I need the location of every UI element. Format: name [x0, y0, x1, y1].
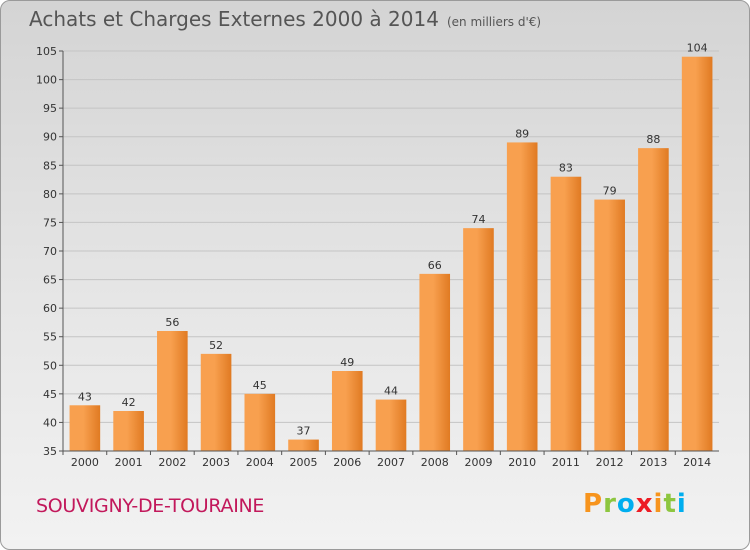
- bar: [375, 399, 407, 451]
- bar-value-label: 88: [646, 133, 660, 146]
- bar: [157, 331, 188, 451]
- x-tick-label: 2000: [71, 456, 99, 469]
- y-tick-label: 85: [43, 159, 57, 172]
- bar-value-label: 49: [340, 356, 354, 369]
- bar: [419, 273, 451, 451]
- bar: [506, 142, 538, 451]
- y-tick-label: 75: [43, 216, 57, 229]
- y-tick-label: 80: [43, 188, 57, 201]
- x-tick-label: 2004: [246, 456, 274, 469]
- y-tick-label: 70: [43, 245, 57, 258]
- bar: [638, 148, 669, 451]
- x-tick-label: 2010: [508, 456, 536, 469]
- y-tick-label: 90: [43, 131, 57, 144]
- logo-letter: P: [583, 489, 604, 519]
- logo-letter: i: [653, 489, 664, 519]
- x-tick-label: 2014: [683, 456, 711, 469]
- x-tick-label: 2013: [639, 456, 667, 469]
- bar-value-label: 83: [559, 162, 573, 175]
- bar-value-label: 52: [209, 339, 223, 352]
- y-tick-label: 65: [43, 274, 57, 287]
- proxiti-logo: Proxiti: [583, 489, 687, 519]
- logo-letter: o: [616, 489, 636, 519]
- commune-name: SOUVIGNY-DE-TOURAINE: [36, 495, 265, 517]
- y-tick-label: 100: [36, 74, 57, 87]
- chart-title-text: Achats et Charges Externes 2000 à 2014: [29, 7, 439, 31]
- bar: [200, 353, 232, 451]
- bar: [331, 371, 363, 451]
- y-tick-label: 45: [43, 388, 57, 401]
- bar-value-label: 45: [253, 379, 267, 392]
- x-tick-label: 2008: [421, 456, 449, 469]
- bar-value-label: 74: [471, 213, 485, 226]
- bar: [463, 228, 494, 451]
- bar-value-label: 43: [78, 390, 92, 403]
- bar-value-label: 44: [384, 385, 398, 398]
- bar-value-label: 89: [515, 127, 529, 140]
- bar-value-label: 104: [687, 42, 708, 55]
- bars: 43 42 56 52 45 37 49 44 66 74 89 83 79 88 104: [69, 42, 713, 451]
- logo-letter: x: [635, 489, 654, 519]
- x-tick-label: 2003: [202, 456, 230, 469]
- bar: [681, 56, 713, 451]
- y-tick-label: 40: [43, 416, 57, 429]
- bar: [288, 439, 319, 451]
- bar-value-label: 42: [122, 396, 136, 409]
- x-tick-label: 2009: [464, 456, 492, 469]
- y-tick-label: 60: [43, 302, 57, 315]
- x-tick-label: 2011: [552, 456, 580, 469]
- bar-value-label: 37: [297, 425, 311, 438]
- y-tick-label: 55: [43, 331, 57, 344]
- logo-letter: t: [663, 489, 677, 519]
- x-tick-label: 2001: [115, 456, 143, 469]
- logo-letter: r: [603, 489, 617, 519]
- bar: [594, 199, 625, 451]
- unit-note: (en milliers d'€): [446, 15, 542, 29]
- x-tick-label: 2006: [333, 456, 361, 469]
- axes: 35 40 45 50 55 60 65 70 75 80 85 90 95 100 105 2000 2001…: [36, 45, 719, 469]
- y-tick-label: 50: [43, 359, 57, 372]
- y-tick-label: 105: [36, 45, 57, 58]
- x-tick-label: 2007: [377, 456, 405, 469]
- y-tick-label: 35: [43, 445, 57, 458]
- chart-title: Achats et Charges Externes 2000 à 2014 (e…: [29, 7, 541, 31]
- bar: [113, 411, 144, 451]
- bar-value-label: 79: [603, 185, 617, 198]
- bar-value-label: 56: [165, 316, 179, 329]
- bar: [244, 393, 276, 451]
- x-tick-label: 2012: [596, 456, 624, 469]
- bar-value-label: 66: [428, 259, 442, 272]
- bar: [69, 405, 101, 451]
- bar: [550, 176, 582, 451]
- x-tick-label: 2005: [290, 456, 318, 469]
- y-tick-label: 95: [43, 102, 57, 115]
- logo-letter: i: [676, 489, 687, 519]
- x-tick-label: 2002: [158, 456, 186, 469]
